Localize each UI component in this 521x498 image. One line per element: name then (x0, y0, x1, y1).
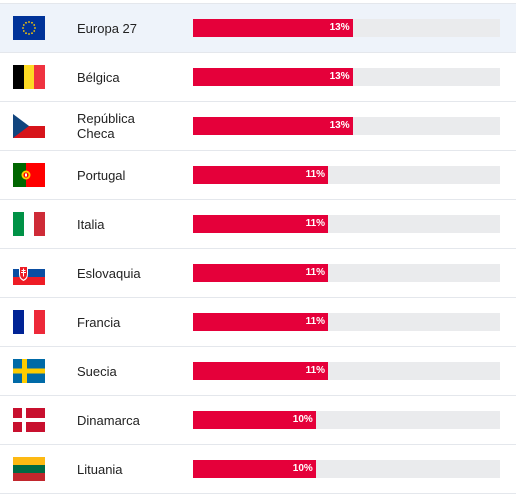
lithuania-flag-icon (13, 457, 45, 481)
country-row-republica-checa: República Checa 13% (0, 102, 516, 151)
country-name: República Checa (77, 111, 135, 141)
value-label: 11% (305, 365, 326, 376)
bar-fill: 11% (193, 166, 329, 184)
value-label: 11% (305, 169, 326, 180)
value-label: 10% (292, 463, 313, 474)
country-name: Portugal (77, 167, 126, 183)
country-bar-list: Europa 27 13% Bélgica 13% (0, 3, 516, 494)
country-name: Europa 27 (77, 20, 137, 36)
denmark-flag-icon (13, 408, 45, 432)
country-name: Eslovaquia (77, 265, 141, 281)
value-label: 11% (305, 316, 326, 327)
bar-track: 13% (193, 19, 500, 37)
value-label: 13% (329, 71, 350, 82)
bar-fill: 13% (193, 68, 353, 86)
country-name: Italia (77, 216, 105, 232)
bar-track: 11% (193, 215, 500, 233)
country-name: Francia (77, 314, 121, 330)
country-row-portugal: Portugal 11% (0, 151, 516, 200)
value-label: 11% (305, 218, 326, 229)
country-name: Lituania (77, 461, 123, 477)
bar-track: 11% (193, 166, 500, 184)
bar-track: 11% (193, 313, 500, 331)
portugal-flag-icon (13, 163, 45, 187)
country-name: Dinamarca (77, 412, 140, 428)
bar-fill: 13% (193, 117, 353, 135)
country-name: Bélgica (77, 69, 120, 85)
bar-track: 10% (193, 411, 500, 429)
country-row-lituania: Lituania 10% (0, 445, 516, 494)
bar-fill: 11% (193, 264, 329, 282)
bar-fill: 10% (193, 460, 316, 478)
value-label: 11% (305, 267, 326, 278)
country-row-dinamarca: Dinamarca 10% (0, 396, 516, 445)
france-flag-icon (13, 310, 45, 334)
value-label: 10% (292, 414, 313, 425)
bar-fill: 11% (193, 362, 329, 380)
eu-flag-icon (13, 16, 45, 40)
bar-track: 11% (193, 264, 500, 282)
belgium-flag-icon (13, 65, 45, 89)
country-row-belgica: Bélgica 13% (0, 53, 516, 102)
bar-track: 13% (193, 68, 500, 86)
country-name: Suecia (77, 363, 117, 379)
bar-track: 11% (193, 362, 500, 380)
bar-fill: 10% (193, 411, 316, 429)
slovakia-flag-icon (13, 261, 45, 285)
italy-flag-icon (13, 212, 45, 236)
value-label: 13% (329, 120, 350, 131)
country-row-suecia: Suecia 11% (0, 347, 516, 396)
country-row-italia: Italia 11% (0, 200, 516, 249)
country-row-francia: Francia 11% (0, 298, 516, 347)
bar-fill: 13% (193, 19, 353, 37)
bar-fill: 11% (193, 313, 329, 331)
bar-track: 10% (193, 460, 500, 478)
country-row-europa-27: Europa 27 13% (0, 4, 516, 53)
bar-track: 13% (193, 117, 500, 135)
bar-fill: 11% (193, 215, 329, 233)
czech-flag-icon (13, 114, 45, 138)
value-label: 13% (329, 22, 350, 33)
country-row-eslovaquia: Eslovaquia 11% (0, 249, 516, 298)
sweden-flag-icon (13, 359, 45, 383)
